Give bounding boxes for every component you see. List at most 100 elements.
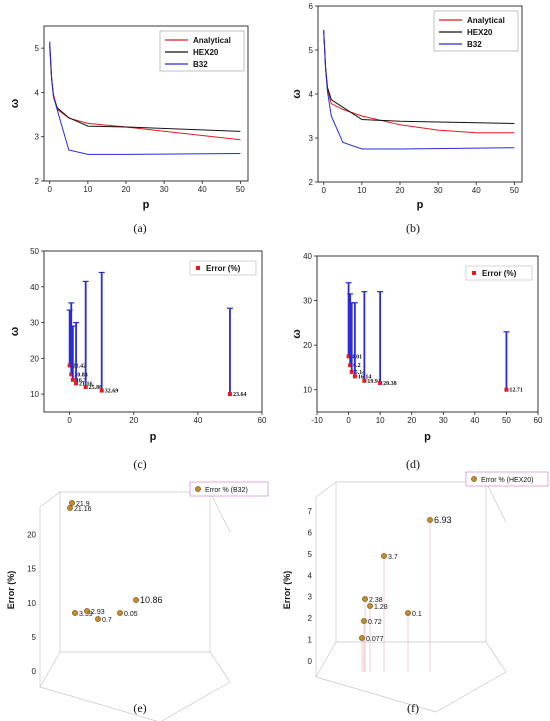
x-tick-label: 50	[502, 416, 511, 425]
x-tick-label: -10	[311, 416, 323, 425]
data-point	[352, 374, 357, 379]
y-tick-label: 50	[30, 247, 39, 256]
data-label: 16.3	[76, 378, 87, 384]
x-tick-label: 40	[193, 416, 202, 425]
x-tick-label: 20	[407, 416, 416, 425]
y-tick-label: 10	[303, 386, 312, 395]
legend: Error % (B32)	[189, 481, 269, 497]
x-tick-label: 40	[470, 416, 479, 425]
legend-swatch	[471, 476, 477, 482]
chart-panel-b: 0 10 20 30 40 50 2 3 4 5 6 p ω (b) Analytical HEX20 B32	[291, 2, 523, 235]
panel-caption: (e)	[133, 701, 146, 715]
y-tick-label: 30	[303, 297, 312, 306]
z-tick-label: 6	[308, 528, 313, 537]
legend: Analytical HEX20 B32	[433, 10, 519, 52]
x-tick-label: 40	[472, 186, 481, 195]
data-label: 12.71	[509, 388, 523, 394]
legend-entry: Error % (B32)	[205, 487, 248, 494]
cube-back-wall	[335, 481, 487, 643]
y-tick-label: 30	[30, 319, 39, 328]
data-point	[405, 610, 411, 616]
data-point	[72, 610, 78, 616]
panel-caption: (d)	[406, 457, 420, 471]
data-point	[95, 616, 101, 622]
data-point	[84, 608, 90, 614]
y-tick-label: 3	[35, 133, 40, 142]
cube-edge	[39, 686, 158, 721]
cube-edge	[209, 491, 231, 533]
x-tick-label: 20	[122, 185, 131, 194]
data-point	[362, 378, 367, 383]
legend-entry: Analytical	[193, 36, 231, 45]
data-point	[67, 363, 72, 368]
x-axis-label: p	[143, 199, 150, 211]
z-tick-label: 20	[27, 531, 36, 540]
data-label: 6.2	[353, 363, 361, 369]
data-point	[361, 618, 367, 624]
cube-edge	[485, 641, 507, 673]
legend-entry: Error (%)	[482, 269, 517, 278]
panel-caption: (b)	[406, 221, 420, 235]
x-tick-label: 10	[83, 185, 92, 194]
data-label: 21.9	[76, 501, 90, 508]
legend-swatch	[472, 271, 476, 275]
y-axis-label: ω	[291, 329, 303, 338]
y-tick-label: 5	[35, 44, 40, 53]
z-tick-label: 15	[27, 565, 36, 574]
y-tick-label: 6	[309, 2, 314, 11]
data-label: 23.64	[233, 392, 247, 398]
data-label: 20.83	[74, 372, 88, 378]
x-tick-label: 40	[198, 185, 207, 194]
data-label: 32.69	[105, 389, 119, 395]
x-tick-label: 50	[510, 186, 519, 195]
x-tick-label: 60	[534, 416, 543, 425]
data-point	[349, 369, 354, 374]
data-point	[69, 372, 74, 377]
plot-frame	[43, 250, 263, 413]
x-tick-label: 0	[346, 416, 351, 425]
data-point	[359, 635, 365, 641]
x-tick-label: 30	[160, 185, 169, 194]
cube-back-wall	[59, 491, 211, 653]
x-tick-label: 10	[357, 186, 366, 195]
data-label: 2.93	[91, 609, 105, 616]
data-point	[504, 387, 509, 392]
x-axis-label: p	[417, 199, 424, 211]
data-label: 0.05	[124, 611, 138, 618]
legend-swatch	[195, 486, 201, 492]
data-point	[74, 381, 79, 386]
x-tick-label: 30	[434, 186, 443, 195]
y-tick-label: 5	[309, 46, 314, 55]
legend-entry: Error (%)	[206, 264, 241, 273]
z-tick-label: 3	[308, 593, 313, 602]
data-label: 1.28	[374, 604, 388, 611]
data-point	[67, 505, 73, 511]
y-axis-label: ω	[9, 327, 21, 336]
data-point	[427, 517, 433, 523]
plot-frame	[316, 255, 539, 413]
plot-frame	[43, 25, 249, 182]
data-label: 0.1	[412, 611, 422, 618]
series-line-b32	[49, 41, 241, 155]
y-tick-label: 4	[35, 88, 40, 97]
y-tick-label: 4	[309, 90, 314, 99]
y-tick-label: 40	[303, 252, 312, 261]
data-point	[99, 388, 104, 393]
z-tick-label: 4	[308, 571, 313, 580]
data-label: 0.077	[366, 636, 384, 643]
legend-box	[189, 481, 269, 497]
chart-panel-f: 0 1 2 3 4 5 6 7 Error (%) 6.93 3.7 2.381.28 0.1 0.72 0…	[282, 471, 549, 715]
x-tick-label: 50	[236, 185, 245, 194]
legend-entry: B32	[467, 40, 482, 49]
data-point	[381, 553, 387, 559]
x-axis-label: p	[150, 431, 157, 443]
data-point	[378, 381, 383, 386]
cube-edge	[161, 681, 231, 721]
data-point	[346, 354, 351, 359]
series-line-b32	[323, 30, 515, 150]
legend: Error % (HEX20)	[465, 471, 549, 487]
legend: Error (%)	[465, 265, 533, 281]
legend-box	[189, 260, 257, 276]
z-axis-label: Error (%)	[6, 571, 16, 610]
